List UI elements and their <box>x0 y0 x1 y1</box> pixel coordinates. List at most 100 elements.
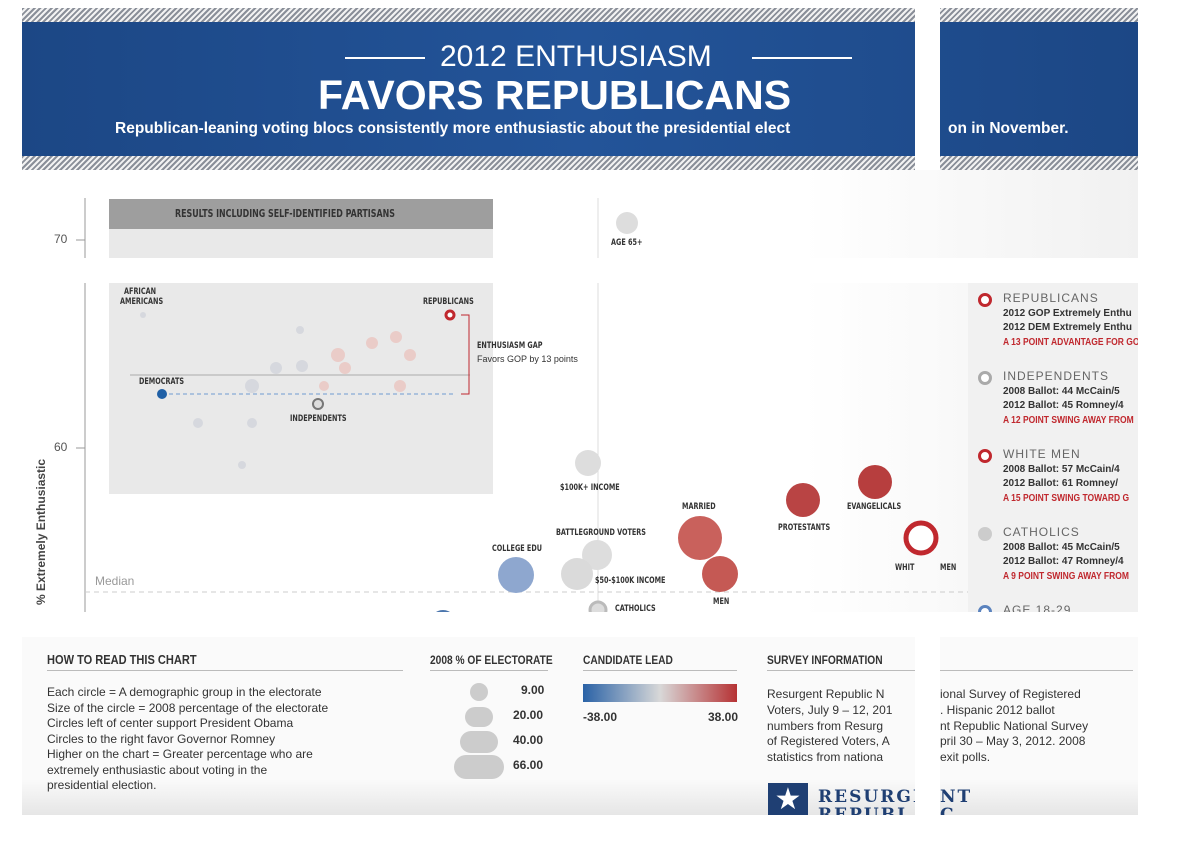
legend-note: A 12 POINT SWING AWAY FROM <box>1003 415 1134 426</box>
y-tick-label: 60 <box>54 440 68 454</box>
bubble <box>582 540 612 570</box>
section-title: SURVEY INFORMATION <box>767 653 883 667</box>
size-label: 66.00 <box>513 758 544 772</box>
legend-title: REPUBLICANS <box>1003 291 1099 305</box>
legend-line: 2008 Ballot: 57 McCain/4 <box>1003 464 1120 475</box>
text-line: presidential election. <box>47 778 157 792</box>
bubble-label: MARRIED <box>682 502 716 512</box>
text-line: Circles to the right favor Governor Romn… <box>47 731 276 746</box>
bubble-label: $50-$100K INCOME <box>595 576 666 586</box>
bubble-label: MEN <box>713 597 730 607</box>
inset-header <box>109 199 493 229</box>
subtitle: on in November. <box>948 120 1069 137</box>
title-top: 2012 ENTHUSIASM <box>440 40 712 73</box>
legend-note: A 9 POINT SWING AWAY FROM <box>1003 571 1129 582</box>
inset-label: DEMOCRATS <box>139 377 185 387</box>
size-icon <box>470 683 488 701</box>
section-title: HOW TO READ THIS CHART <box>47 652 197 667</box>
bubble-label: CATHOLICS <box>615 604 656 614</box>
legend-line: 2008 Ballot: 45 McCain/5 <box>1003 542 1120 553</box>
bubble <box>575 450 601 476</box>
text-line: extremely enthusiastic about voting in t… <box>47 762 268 777</box>
scale-min: -38.00 <box>583 710 618 724</box>
gap <box>915 637 940 817</box>
legend-line: 2012 GOP Extremely Enthu <box>1003 308 1132 319</box>
info-panel <box>22 637 1138 815</box>
bubble-label: WHIT <box>895 563 915 573</box>
legend-icon <box>978 449 992 463</box>
text-line: ional Survey of Registered <box>940 687 1081 701</box>
legend-title: INDEPENDENTS <box>1003 369 1110 383</box>
legend-title: AGE 18-29 <box>1003 603 1072 612</box>
legend-line: 2012 Ballot: 61 Romney/ <box>1003 478 1119 489</box>
gap <box>22 258 1138 283</box>
survey-text: ional Survey of Registered. Hispanic 201… <box>940 687 1088 766</box>
legend-icon <box>978 605 992 612</box>
inset-label: ENTHUSIASM GAP <box>477 341 543 351</box>
text-line: . Hispanic 2012 ballot <box>940 702 1055 717</box>
hatch <box>22 156 1138 170</box>
legend-title: WHITE MEN <box>1003 447 1081 461</box>
color-scale <box>583 684 737 702</box>
inset-label: Favors GOP by 13 points <box>477 354 578 364</box>
bubble <box>561 558 593 590</box>
bubble-label: AGE 65+ <box>611 238 643 248</box>
inset-title: RESULTS INCLUDING SELF-IDENTIFIED PARTIS… <box>175 207 395 220</box>
text-line: Circles left of center support President… <box>47 716 294 730</box>
bubble <box>786 483 820 517</box>
inset-bubble <box>157 389 167 399</box>
bubble <box>498 557 534 593</box>
bubble-label: PROTESTANTS <box>778 523 831 533</box>
text-line: Each circle = A demographic group in the… <box>47 685 322 699</box>
text-line: Size of the circle = 2008 percentage of … <box>47 700 329 715</box>
gap-bracket <box>461 314 470 395</box>
section-title: CANDIDATE LEAD <box>583 653 673 667</box>
how-to-read: Each circle = A demographic group in the… <box>47 685 328 794</box>
rule <box>583 670 737 671</box>
text-line: exit polls. <box>940 750 991 765</box>
header-band <box>22 22 1138 156</box>
text-line: numbers from Resurg <box>767 718 884 733</box>
text-line: Higher on the chart = Greater percentage… <box>47 747 313 761</box>
text-line: Voters, July 9 – 12, 201 <box>767 702 893 717</box>
legend-note: A 13 POINT ADVANTAGE FOR GO <box>1003 337 1138 348</box>
subtitle: Republican-leaning voting blocs consiste… <box>115 120 791 137</box>
gap <box>0 815 1185 842</box>
legend-line: 2012 DEM Extremely Enthu <box>1003 322 1132 333</box>
text-line: nt Republic National Survey <box>940 718 1089 733</box>
bubble <box>903 520 939 556</box>
bubble-label: COLLEGE EDU <box>492 544 542 554</box>
logo-text: NT <box>940 787 973 807</box>
text-line: of Registered Voters, A <box>767 734 890 749</box>
size-icon <box>465 707 493 727</box>
median-label: Median <box>95 574 135 588</box>
inset-bubbles <box>140 312 308 469</box>
size-label: 20.00 <box>513 708 544 722</box>
bubble <box>616 212 638 234</box>
legend-icon <box>978 293 992 307</box>
size-icon <box>460 731 498 753</box>
rule <box>430 670 548 671</box>
bubble-label: MEN <box>940 563 957 573</box>
y-tick-label: 70 <box>54 232 68 246</box>
bubble-label: $100K+ INCOME <box>560 483 620 493</box>
gap <box>915 0 940 172</box>
bubble <box>858 465 892 499</box>
inset-label: AFRICAN <box>124 287 157 297</box>
size-icon <box>454 755 504 779</box>
legend-icon <box>978 371 992 385</box>
bubble-label: EVANGELICALS <box>847 502 902 512</box>
bubble <box>678 516 722 560</box>
legend: REPUBLICANS 2012 GOP Extremely Enthu 2012 … <box>968 283 1138 612</box>
scale-max: 38.00 <box>708 710 739 724</box>
size-label: 40.00 <box>513 733 544 747</box>
size-label: 9.00 <box>521 683 545 697</box>
size-legend: 9.00 20.00 40.00 66.00 <box>430 680 550 780</box>
logo-text: RESURGE <box>818 787 928 807</box>
inset-bubble <box>444 309 456 321</box>
bubble-label: BATTLEGROUND VOTERS <box>556 528 646 538</box>
inset-bubble <box>312 398 324 410</box>
rule <box>752 57 852 59</box>
survey-text: Resurgent Republic N Voters, July 9 – 12,… <box>767 687 892 766</box>
rule <box>47 670 403 671</box>
